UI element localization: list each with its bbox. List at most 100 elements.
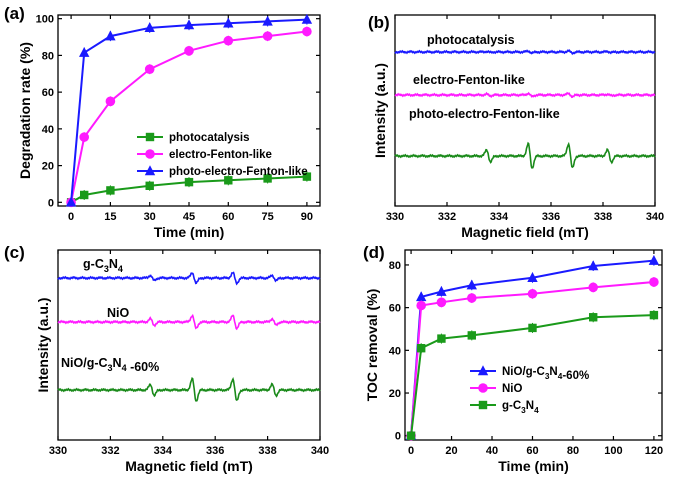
trace-label: electro-Fenton-like — [413, 73, 525, 87]
data-point — [65, 196, 77, 207]
data-point — [263, 174, 272, 183]
data-point — [302, 172, 312, 181]
legend-marker — [145, 149, 155, 159]
x-tick-label: 0 — [68, 211, 74, 223]
x-tick-label: 338 — [258, 445, 276, 457]
x-tick-label: 332 — [438, 211, 456, 223]
x-tick-label: 332 — [101, 445, 119, 457]
y-tick-label: 20 — [389, 388, 401, 400]
x-tick-label: 336 — [542, 211, 560, 223]
legend-entry: photocatalysis — [169, 132, 250, 144]
y-tick-label: 20 — [42, 161, 54, 173]
data-point — [527, 288, 538, 299]
y-tick-label: 100 — [36, 14, 54, 26]
x-tick-label: 334 — [490, 211, 509, 223]
trace-label: NiO — [107, 306, 130, 320]
y-tick-label: 0 — [48, 197, 54, 209]
data-point — [183, 19, 195, 30]
trace-label: photo-electro-Fenton-like — [409, 107, 560, 121]
x-tick-label: 338 — [594, 211, 612, 223]
data-point — [262, 15, 273, 26]
data-point — [528, 323, 537, 333]
panel-label: (c) — [4, 243, 25, 262]
series-line-2 — [70, 18, 307, 203]
data-point — [105, 96, 116, 107]
legend-entry: g-C3N4 — [502, 400, 539, 415]
y-tick-label: 0 — [395, 431, 401, 443]
y-axis-title: TOC removal (%) — [364, 289, 380, 402]
legend-entry: NiO/g-C3N4-60% — [502, 366, 589, 382]
data-point — [466, 279, 477, 290]
data-point — [466, 293, 477, 303]
x-axis-title: Time (min) — [154, 224, 225, 240]
data-point — [588, 313, 598, 322]
x-tick-label: 20 — [445, 445, 457, 457]
data-point — [649, 310, 659, 320]
x-tick-label: 80 — [567, 445, 579, 457]
x-tick-label: 45 — [183, 211, 195, 223]
x-axis-title: Time (min) — [498, 458, 569, 474]
data-point — [416, 344, 426, 353]
x-tick-label: 330 — [386, 211, 404, 223]
legend-entry: electro-Fenton-like — [169, 149, 272, 161]
data-point — [437, 334, 446, 343]
x-tick-label: 340 — [646, 211, 664, 223]
data-point — [416, 300, 426, 311]
legend-marker — [145, 132, 155, 142]
panel-0: 0 15 30 45 60 75 90 0 20 40 60 80 100 Time (min) Degra… — [4, 4, 321, 240]
data-point — [144, 22, 155, 33]
panel-2: 330 332 334 336 338 340 g-C3N4 NiO NiO/g-C3N4 -6… — [4, 243, 329, 474]
y-tick-label: 60 — [389, 303, 401, 315]
spectrum-line-0 — [394, 49, 656, 56]
spectrum-line-1 — [394, 91, 656, 99]
legend-marker — [478, 383, 488, 393]
data-point — [145, 181, 154, 190]
x-tick-label: 60 — [222, 211, 234, 223]
panel-1: 330 332 334 336 338 340 photocatalysis electro-… — [368, 13, 664, 240]
data-point — [224, 176, 233, 185]
spectrum-line-2 — [57, 376, 321, 402]
data-point — [223, 35, 234, 46]
spectrum-line-0 — [57, 271, 321, 286]
y-tick-label: 80 — [389, 260, 401, 272]
legend-marker — [477, 365, 489, 376]
data-point — [648, 254, 660, 265]
legend-marker — [144, 165, 156, 176]
data-point — [80, 190, 89, 200]
x-tick-label: 60 — [526, 445, 538, 457]
plot-frame — [394, 14, 656, 207]
spectrum-line-1 — [57, 313, 321, 331]
legend-marker — [478, 400, 488, 410]
data-point — [302, 26, 312, 37]
x-tick-label: 334 — [154, 445, 173, 457]
y-axis-title: Degradation rate (%) — [17, 42, 33, 179]
data-point — [415, 291, 427, 302]
data-point — [79, 46, 90, 57]
data-point — [106, 186, 115, 195]
trace-label: g-C3N4 — [83, 257, 123, 274]
y-tick-label: 40 — [42, 124, 54, 136]
x-tick-label: 75 — [261, 211, 273, 223]
data-point — [105, 30, 116, 41]
panel-label: (b) — [368, 13, 390, 32]
x-tick-label: 30 — [144, 211, 156, 223]
data-point — [587, 260, 599, 271]
y-axis-title: Intensity (a.u.) — [372, 63, 388, 158]
plot-frame — [57, 249, 321, 441]
y-axis-title: Intensity (a.u.) — [35, 298, 51, 393]
series-line-0 — [70, 175, 307, 204]
x-axis-title: Magnetic field (mT) — [125, 458, 253, 474]
data-point — [184, 46, 194, 56]
x-tick-label: 40 — [486, 445, 498, 457]
x-tick-label: 330 — [49, 445, 67, 457]
data-point — [223, 17, 234, 28]
x-tick-label: 0 — [408, 445, 414, 457]
data-point — [406, 431, 416, 440]
data-point — [649, 277, 659, 287]
x-tick-label: 340 — [311, 445, 329, 457]
x-tick-label: 336 — [206, 445, 224, 457]
data-point — [588, 282, 598, 293]
trace-label: NiO/g-C3N4 -60% — [61, 356, 159, 374]
